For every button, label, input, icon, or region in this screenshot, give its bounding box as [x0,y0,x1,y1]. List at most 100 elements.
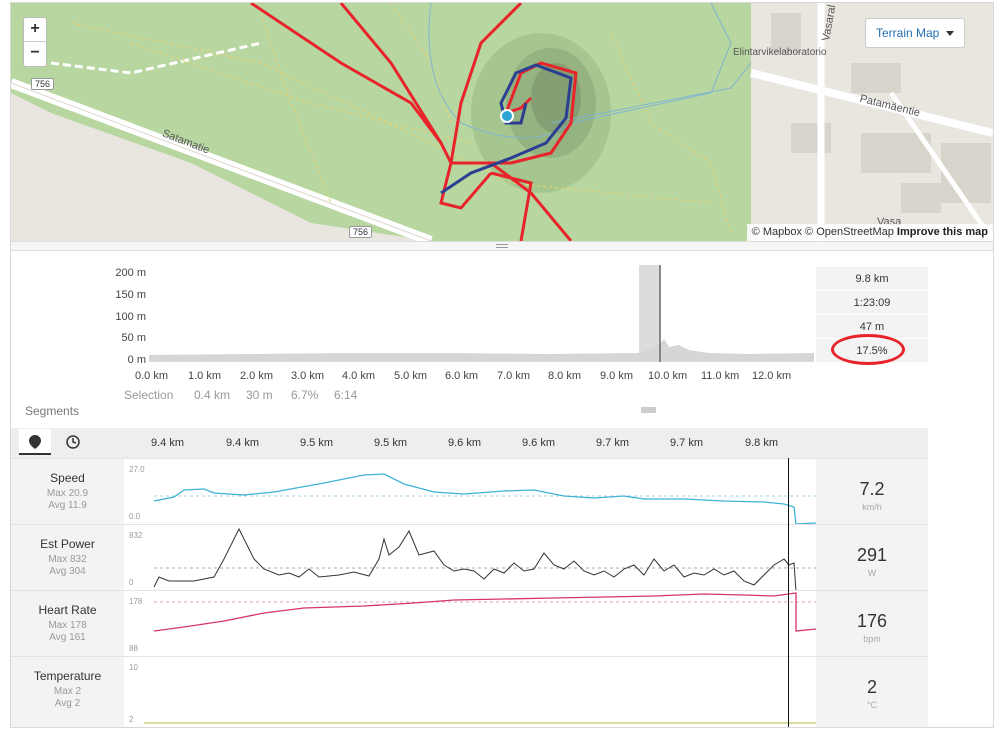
road-shield: 756 [349,226,373,238]
cursor-line [788,458,789,727]
axis-min: 2 [129,715,134,724]
metric-name: Speed [50,471,85,485]
distance-tick: 9.7 km [596,437,630,449]
map-canvas[interactable] [11,3,993,241]
temperature-label-panel: Temperature Max 2 Avg 2 [11,656,124,727]
x-tick: 2.0 km [240,370,274,382]
metric-avg: Avg 2 [54,698,81,709]
x-tick: 9.0 km [600,370,634,382]
map-type-label: Terrain Map [876,26,940,40]
metric-avg: Avg 161 [49,632,86,643]
mapbox-link[interactable]: © Mapbox [751,226,802,238]
scroll-handle[interactable] [641,407,656,413]
metric-unit: °C [866,700,878,710]
stat-time: 1:23:09 [816,291,928,315]
distance-tick: 9.4 km [226,437,260,449]
x-tick: 8.0 km [548,370,582,382]
y-tick: 0 m [127,354,146,366]
axis-min: 0.0 [129,512,141,521]
zoom-out-button[interactable]: − [30,44,40,61]
metric-name: Heart Rate [38,603,97,617]
metric-value: 7.2 [859,479,885,499]
metric-max: Max 2 [53,686,82,697]
highlight-circle [831,334,905,365]
resize-handle[interactable] [11,241,993,251]
metric-name: Est Power [40,537,95,551]
x-tick: 10.0 km [648,370,688,382]
metric-name: Temperature [33,669,102,683]
power-value-panel: 291 W [816,524,928,590]
x-tick: 0.0 km [135,370,169,382]
clock-icon [66,435,80,449]
activity-analysis-panel: + − Terrain Map Satamatie Patamäentie Va… [10,2,994,728]
x-tick: 4.0 km [342,370,376,382]
distance-tick: 9.8 km [745,437,779,449]
metric-value: 2 [866,677,877,697]
distance-tick: 9.6 km [448,437,482,449]
selection-time: 6:14 [334,388,358,402]
metric-avg: Avg 11.9 [48,500,87,511]
selection-elevation: 30 m [246,388,273,402]
tab-distance[interactable] [19,429,51,455]
x-tick: 7.0 km [497,370,531,382]
y-tick: 50 m [121,332,146,344]
x-tick: 3.0 km [291,370,325,382]
distance-tick: 9.4 km [151,437,185,449]
metric-max: Max 832 [48,554,87,565]
stat-distance: 9.8 km [816,267,928,291]
selection-grade: 6.7% [291,388,319,402]
y-tick: 200 m [115,267,146,279]
metric-value: 291 [856,545,888,565]
heartrate-chart[interactable]: 178 88 [124,590,816,656]
heartrate-value-panel: 176 bpm [816,590,928,656]
selection-distance: 0.4 km [194,388,231,402]
y-tick: 100 m [115,311,146,323]
caret-down-icon [946,31,954,36]
metric-max: Max 20.9 [46,488,89,499]
tab-time[interactable] [57,429,89,455]
x-tick: 11.0 km [701,370,740,382]
improve-map-link[interactable]: Improve this map [896,226,988,238]
distance-axis-bar [11,428,928,458]
temperature-value-panel: 2 °C [816,656,928,727]
power-label-panel: Est Power Max 832 Avg 304 [11,524,124,590]
grip-icon [496,244,508,248]
elevation-plot[interactable] [149,265,814,367]
distance-tick: 9.6 km [522,437,556,449]
axis-min: 0 [129,578,134,587]
selection-label: Selection [124,388,174,402]
y-tick: 150 m [115,289,146,301]
metric-max: Max 178 [48,620,87,631]
x-tick: 1.0 km [188,370,222,382]
distance-tick: 9.7 km [670,437,704,449]
metric-unit: bpm [863,634,881,644]
poi-label: Elintarvikelaboratorio [733,47,827,58]
distance-tick: 9.5 km [300,437,334,449]
power-chart[interactable]: 832 0 [124,524,816,591]
x-tick: 6.0 km [445,370,479,382]
temperature-chart[interactable]: 10 2 [124,656,816,727]
axis-max: 178 [129,597,143,606]
axis-max: 832 [129,531,143,540]
metric-avg: Avg 304 [49,566,86,577]
x-tick: 5.0 km [394,370,428,382]
axis-max: 10 [129,663,138,672]
road-shield: 756 [31,78,55,90]
x-tick: 12.0 km [752,370,792,382]
speed-chart[interactable]: 27.0 0.0 [124,458,816,525]
axis-min: 88 [129,644,138,653]
metric-unit: km/h [862,502,882,512]
metric-value: 176 [856,611,888,631]
speed-label-panel: Speed Max 20.9 Avg 11.9 [11,458,124,524]
zoom-control: + − [23,17,47,67]
osm-link[interactable]: © OpenStreetMap [805,226,894,238]
segments-heading: Segments [25,404,80,418]
axis-max: 27.0 [129,465,145,474]
map-pin-icon [29,435,41,449]
map-type-dropdown[interactable]: Terrain Map [865,18,965,48]
map-attribution: © Mapbox © OpenStreetMap Improve this ma… [746,224,993,241]
metric-unit: W [867,568,877,578]
route-map[interactable]: + − Terrain Map Satamatie Patamäentie Va… [11,3,993,241]
heartrate-label-panel: Heart Rate Max 178 Avg 161 [11,590,124,656]
zoom-in-button[interactable]: + [24,18,46,42]
